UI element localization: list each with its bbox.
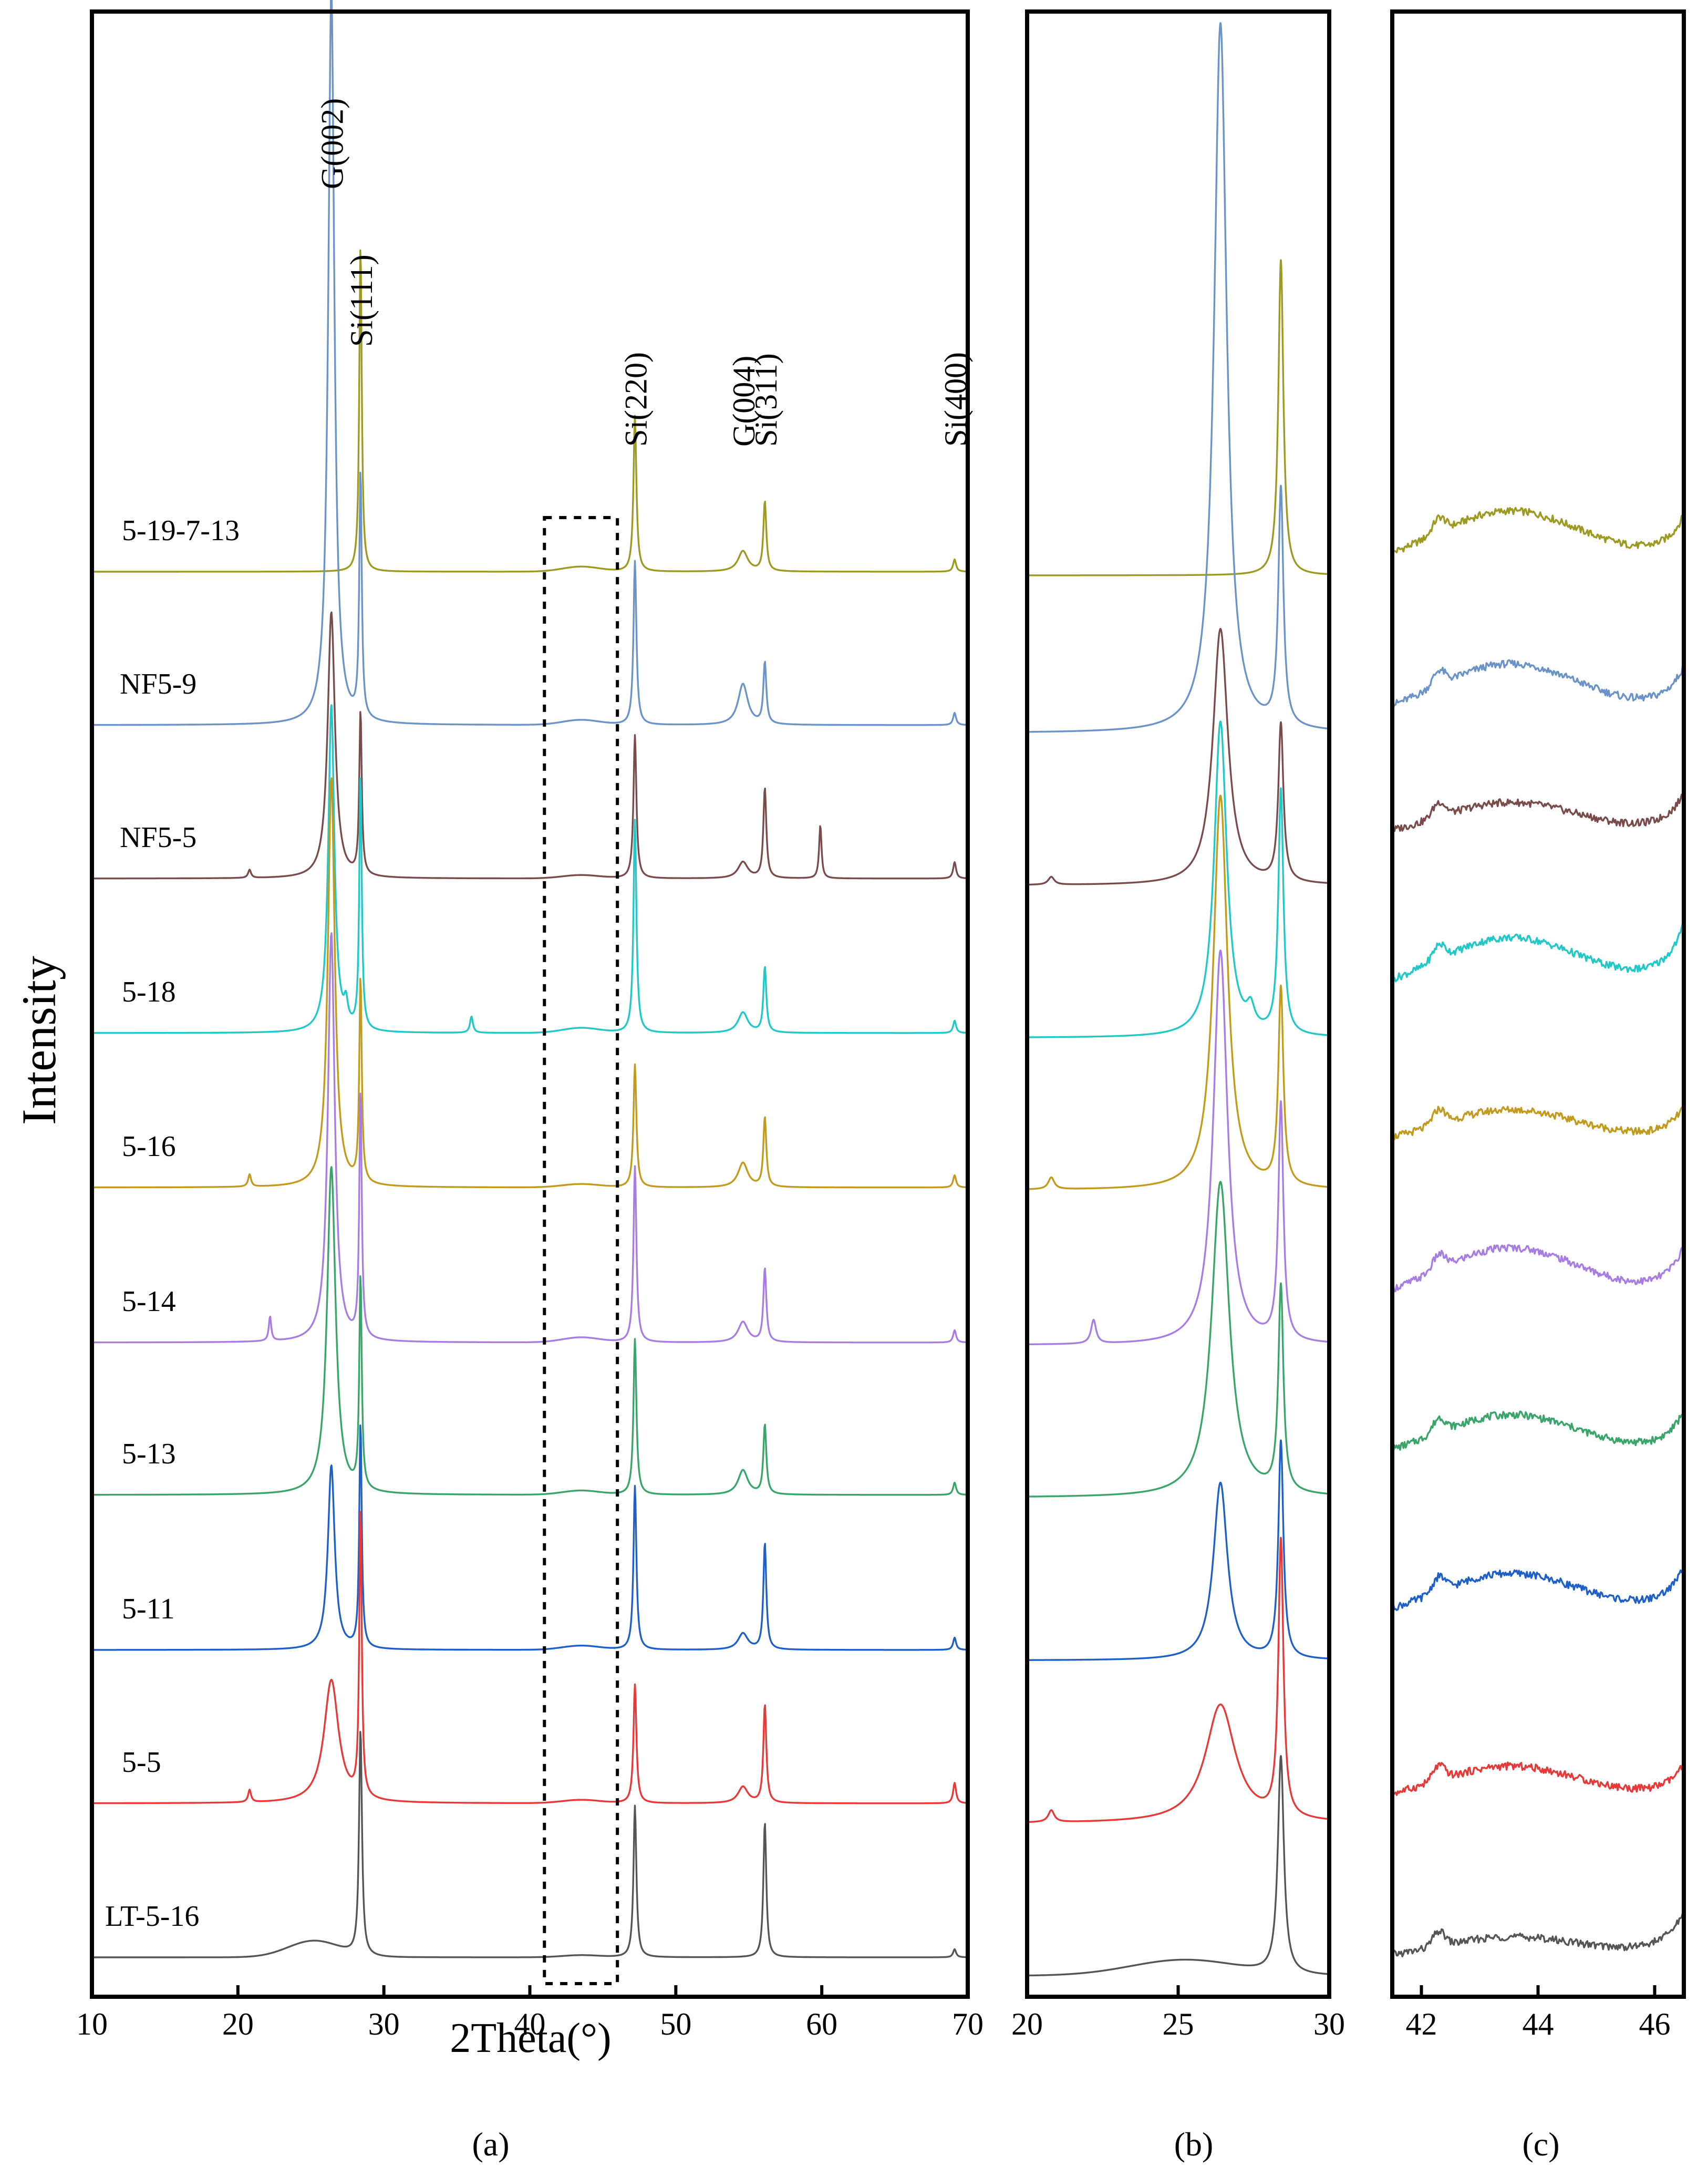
panel-b-trace-nf5-9 xyxy=(1026,22,1330,733)
panel-b-trace-lt-5-16 xyxy=(1026,1755,1330,1977)
panel-a-xtick-label: 30 xyxy=(368,2007,400,2041)
panel-b-xtick-label: 30 xyxy=(1313,2007,1345,2041)
sample-label: 5-11 xyxy=(122,1593,175,1625)
panel-c-trace-5-18 xyxy=(1391,922,1685,983)
panel-b-trace-5-13 xyxy=(1026,1181,1330,1498)
panel-a-xtick-label: 60 xyxy=(806,2007,837,2041)
panel-c-trace-5-11 xyxy=(1391,1567,1685,1611)
panel-a-xtick-label: 40 xyxy=(514,2007,546,2041)
panel-c-trace-5-16 xyxy=(1391,1103,1685,1141)
panel-a-xtick-label: 10 xyxy=(76,2007,108,2041)
panel-c: 42 44 46 xyxy=(1390,9,1686,2041)
peak-annotation: G(004) xyxy=(727,356,761,447)
panel-b-trace-5-11 xyxy=(1026,1439,1330,1661)
panel-a-xlabel: 2Theta(°) xyxy=(450,2015,611,2061)
panel-b-trace-5-14 xyxy=(1026,950,1330,1346)
zoom-region-box xyxy=(543,516,619,1985)
panel-a-trace-5-11 xyxy=(91,1425,969,1651)
panel-a-trace-nf5-5 xyxy=(91,611,969,880)
sample-label: 5-19-7-13 xyxy=(122,514,240,547)
panel-label-c: (c) xyxy=(1522,2125,1559,2163)
panel-a-xtick-label: 20 xyxy=(222,2007,254,2041)
panel-a-trace-5-5 xyxy=(91,1511,969,1804)
panel-b-trace-5-5 xyxy=(1026,1536,1330,1823)
panel-a-trace-5-14 xyxy=(91,932,969,1344)
panel-b-trace-5-18 xyxy=(1026,720,1330,1038)
panel-b-xtick-label: 20 xyxy=(1011,2007,1043,2041)
sample-label: 5-18 xyxy=(122,976,176,1008)
sample-label: NF5-5 xyxy=(120,821,196,854)
panel-a-frame xyxy=(90,9,970,1999)
peak-annotation: Si(311) xyxy=(749,353,783,447)
panel-c-trace-lt-5-16 xyxy=(1391,1912,1685,1957)
sample-label: 5-13 xyxy=(122,1438,176,1470)
panel-label-a: (a) xyxy=(472,2125,509,2163)
panel-c-trace-nf5-9 xyxy=(1391,659,1685,709)
panel-c-trace-5-5 xyxy=(1391,1760,1685,1796)
sample-label: 5-5 xyxy=(122,1746,161,1779)
panel-c-xtick-label: 42 xyxy=(1406,2007,1437,2041)
sample-label: NF5-9 xyxy=(120,668,196,700)
panel-a: 10 20 30 40 50 60 70 2Theta(°) Intensity 5-19-7-1… xyxy=(12,0,984,2061)
panel-c-trace-5-14 xyxy=(1391,1244,1685,1293)
peak-annotation: Si(400) xyxy=(938,352,973,447)
sample-label: 5-16 xyxy=(122,1130,176,1163)
panel-c-xtick-label: 46 xyxy=(1639,2007,1671,2041)
panel-a-trace-5-16 xyxy=(91,777,969,1189)
peak-annotation: Si(111) xyxy=(344,254,379,347)
panel-b-trace-5-19-7-13 xyxy=(1026,259,1330,576)
panel-b: 20 25 30 xyxy=(1011,9,1345,2041)
panel-b-trace-nf5-5 xyxy=(1026,628,1330,886)
panel-b-xtick-label: 25 xyxy=(1163,2007,1194,2041)
sample-label: LT-5-16 xyxy=(105,1900,199,1933)
peak-annotation: G(002) xyxy=(315,98,350,189)
panel-c-trace-5-19-7-13 xyxy=(1391,507,1685,556)
panel-a-xtick-label: 50 xyxy=(660,2007,691,2041)
panel-a-trace-nf5-9 xyxy=(91,0,969,726)
panel-a-trace-5-19-7-13 xyxy=(91,249,969,573)
sample-label: 5-14 xyxy=(122,1285,176,1318)
panel-a-xtick-label: 70 xyxy=(952,2007,984,2041)
panel-a-trace-5-13 xyxy=(91,1166,969,1496)
panel-b-trace-5-16 xyxy=(1026,794,1330,1190)
peak-annotation: Si(220) xyxy=(619,352,654,447)
panel-c-trace-5-13 xyxy=(1391,1409,1685,1453)
panel-c-trace-nf5-5 xyxy=(1391,793,1685,833)
panel-c-xtick-label: 44 xyxy=(1523,2007,1554,2041)
panel-label-b: (b) xyxy=(1174,2125,1214,2163)
panel-a-trace-lt-5-16 xyxy=(91,1731,969,1958)
panel-a-trace-5-18 xyxy=(91,704,969,1034)
panel-a-ylabel: Intensity xyxy=(12,956,66,1125)
panel-c-frame xyxy=(1390,9,1686,1999)
